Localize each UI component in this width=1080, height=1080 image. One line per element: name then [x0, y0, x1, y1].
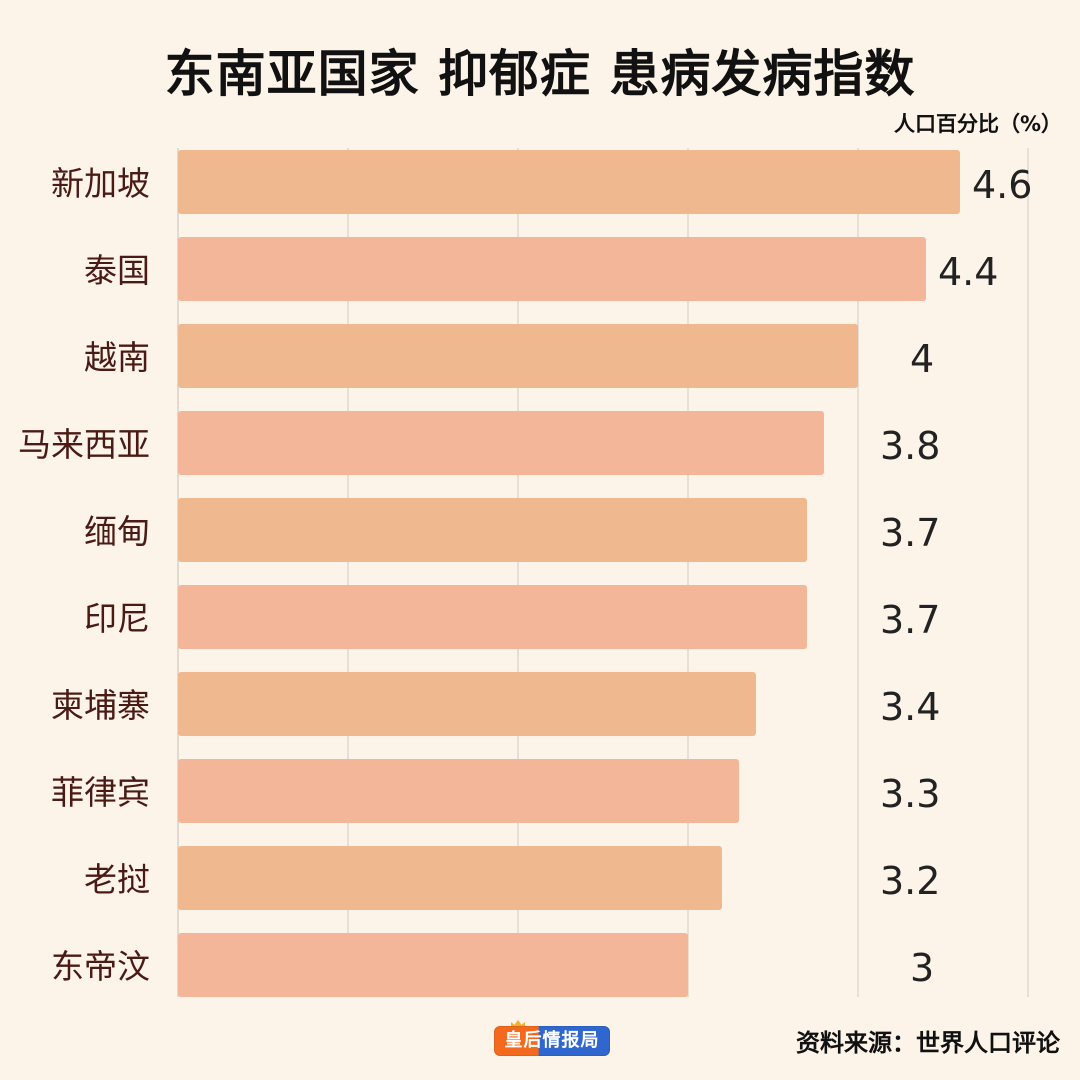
bar: [178, 237, 926, 301]
category-label: 马来西亚: [18, 425, 150, 464]
category-label: 柬埔寨: [51, 686, 150, 725]
category-label: 东帝汶: [51, 947, 150, 986]
value-label: 3.8: [880, 424, 940, 468]
value-label: 4: [910, 337, 934, 381]
chart-title: 东南亚国家 抑郁症 患病发病指数: [164, 45, 916, 103]
value-label: 3.7: [880, 598, 940, 642]
bar-layer: [178, 150, 960, 997]
bar: [178, 933, 688, 997]
bar: [178, 846, 722, 910]
bar: [178, 672, 756, 736]
category-label: 老挝: [84, 860, 150, 899]
value-label: 3.4: [880, 685, 940, 729]
value-label: 3.3: [880, 772, 940, 816]
value-label: 4.4: [938, 250, 998, 294]
unit-label: 人口百分比（%）: [893, 112, 1062, 136]
value-label: 3: [910, 946, 934, 990]
source-note: 资料来源：世界人口评论: [796, 1029, 1060, 1057]
bar: [178, 759, 739, 823]
category-label: 缅甸: [84, 512, 150, 551]
bar: [178, 498, 807, 562]
label-layer: 新加坡 4.6 泰国 4.4 越南 4 马来西亚 3.8 缅甸 3.7 印尼 3.7 柬埔寨 3.4 菲律宾…: [18, 163, 1032, 990]
category-label: 泰国: [84, 251, 150, 290]
crown-icon: [511, 1020, 525, 1028]
category-label: 越南: [84, 338, 150, 377]
value-label: 3.2: [880, 859, 940, 903]
category-label: 新加坡: [51, 164, 150, 203]
category-label: 印尼: [84, 599, 150, 638]
category-label: 菲律宾: [51, 773, 150, 812]
bar: [178, 585, 807, 649]
bar: [178, 411, 824, 475]
brand-logo: 皇后情报局: [494, 1026, 610, 1056]
value-label: 3.7: [880, 511, 940, 555]
value-label: 4.6: [972, 163, 1032, 207]
bar: [178, 324, 858, 388]
bar: [178, 150, 960, 214]
